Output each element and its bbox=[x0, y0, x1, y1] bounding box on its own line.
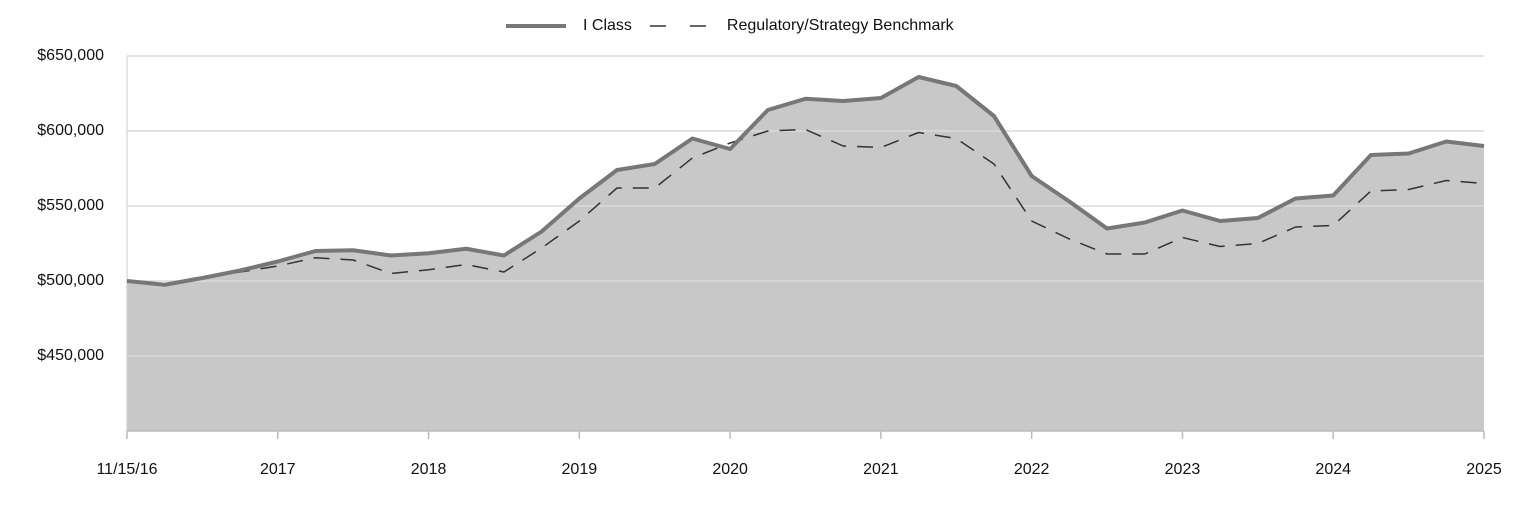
series-line bbox=[126, 75, 1485, 287]
x-tick-label: 2025 bbox=[1466, 461, 1502, 478]
x-tick-label: 2021 bbox=[863, 461, 899, 478]
x-tick-label: 2022 bbox=[1014, 461, 1050, 478]
x-tick-label: 2018 bbox=[411, 461, 447, 478]
x-tick-label: 2019 bbox=[562, 461, 598, 478]
x-tick-label: 2020 bbox=[712, 461, 748, 478]
y-tick-label: $500,000 bbox=[37, 272, 104, 289]
y-tick-label: $650,000 bbox=[37, 47, 104, 64]
x-tick-label: 2024 bbox=[1315, 461, 1351, 478]
legend-label: Regulatory/Strategy Benchmark bbox=[727, 17, 955, 34]
legend-label: I Class bbox=[583, 17, 632, 34]
y-tick-label: $450,000 bbox=[37, 347, 104, 364]
x-tick-label: 2023 bbox=[1165, 461, 1201, 478]
x-tick-label: 11/15/16 bbox=[96, 461, 157, 478]
y-tick-label: $600,000 bbox=[37, 122, 104, 139]
area bbox=[127, 77, 1484, 431]
series-line bbox=[126, 128, 1485, 285]
x-tick-label: 2017 bbox=[260, 461, 296, 478]
y-tick-label: $550,000 bbox=[37, 197, 104, 214]
